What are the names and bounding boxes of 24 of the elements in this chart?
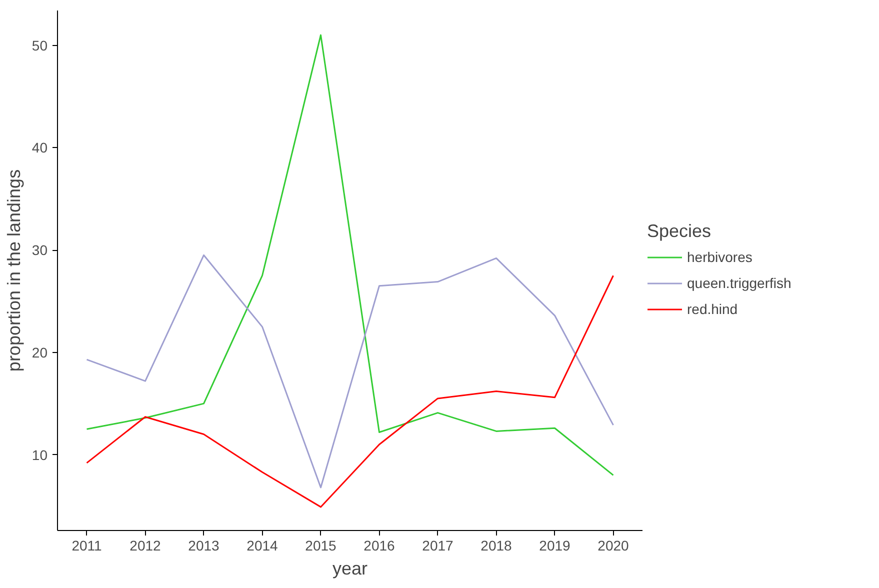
x-tick-label: 2016 <box>364 538 396 554</box>
y-tick-label: 20 <box>32 344 48 360</box>
x-tick-label: 2013 <box>188 538 220 554</box>
line-series <box>86 34 614 476</box>
y-axis-title: proportion in the landings <box>4 169 24 372</box>
y-tick-label: 40 <box>32 140 48 156</box>
legend-title: Species <box>647 221 712 242</box>
x-tick-label: 2019 <box>539 538 571 554</box>
legend-label: red.hind <box>687 301 738 317</box>
x-tick-label: 2018 <box>480 538 512 554</box>
x-tick-label: 2015 <box>305 538 337 554</box>
legend-label: herbivores <box>687 249 752 265</box>
legend-label: queen.triggerfish <box>687 275 792 291</box>
x-tick-label: 2012 <box>130 538 162 554</box>
x-axis-title: year <box>332 558 368 578</box>
y-tick-label: 50 <box>32 37 48 54</box>
x-tick-label: 2011 <box>72 538 102 554</box>
x-tick-label: 2014 <box>246 538 278 554</box>
x-tick-label: 2017 <box>422 538 454 554</box>
x-tick-label: 2020 <box>598 538 630 554</box>
y-tick-label: 30 <box>32 242 48 258</box>
line-series <box>86 254 614 488</box>
line-series <box>86 274 614 508</box>
y-tick-label: 10 <box>32 446 48 463</box>
